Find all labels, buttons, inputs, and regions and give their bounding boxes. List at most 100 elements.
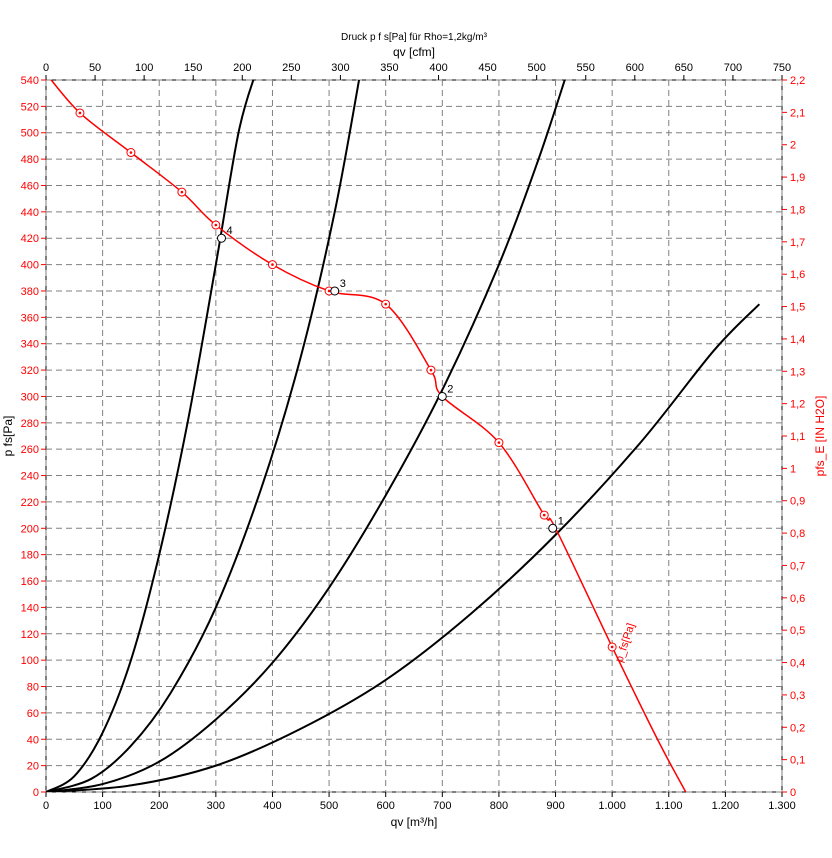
xaxis-tick-label: 1.300 [768, 800, 796, 812]
yaxis-right-tick-label: 0,2 [790, 722, 805, 734]
xaxis-top-tick-label: 0 [43, 62, 49, 74]
yaxis-left-tick-label: 480 [21, 154, 39, 166]
operating-point-label: 2 [447, 383, 453, 395]
fan-curve-inline-label: p_fs[Pa] [614, 622, 638, 664]
curve-marker-dot [328, 290, 331, 293]
yaxis-right-tick-label: 1,1 [790, 431, 805, 443]
yaxis-left-tick-label: 360 [21, 312, 39, 324]
yaxis-left-tick-label: 180 [21, 550, 39, 562]
yaxis-right-tick-label: 2 [790, 140, 796, 152]
xaxis-top-tick-label: 650 [675, 62, 693, 74]
yaxis-right-tick-label: 2,1 [790, 107, 805, 119]
yaxis-right-tick-label: 1,3 [790, 366, 805, 378]
xaxis-tick-label: 1.200 [712, 800, 740, 812]
xaxis-tick-label: 700 [433, 800, 451, 812]
yaxis-left-tick-label: 240 [21, 471, 39, 483]
yaxis-right-tick-label: 0,6 [790, 593, 805, 605]
yaxis-left-tick-label: 300 [21, 391, 39, 403]
curve-marker-dot [611, 646, 614, 649]
yaxis-left-tick-label: 80 [27, 682, 39, 694]
yaxis-left-tick-label: 440 [21, 207, 39, 219]
xaxis-tick-label: 100 [93, 800, 111, 812]
curve-marker-dot [543, 514, 546, 517]
yaxis-left-tick-label: 520 [21, 101, 39, 113]
xaxis-tick-label: 600 [377, 800, 395, 812]
xaxis-bottom-label: qv [m³/h] [391, 815, 438, 829]
operating-point-label: 3 [340, 278, 346, 290]
curve-marker-dot [271, 263, 274, 266]
xaxis-top-tick-label: 200 [233, 62, 251, 74]
xaxis-top-tick-label: 700 [724, 62, 742, 74]
operating-point-label: 1 [558, 515, 564, 527]
xaxis-tick-label: 300 [207, 800, 225, 812]
xaxis-tick-label: 0 [43, 800, 49, 812]
xaxis-tick-label: 800 [490, 800, 508, 812]
yaxis-left-tick-label: 60 [27, 708, 39, 720]
yaxis-left-tick-label: 420 [21, 233, 39, 245]
operating-point-marker [331, 287, 339, 295]
chart-title: Druck p f s[Pa] für Rho=1,2kg/m³ [341, 32, 488, 43]
xaxis-tick-label: 400 [263, 800, 281, 812]
operating-point-marker [549, 524, 557, 532]
xaxis-top-tick-label: 450 [478, 62, 496, 74]
xaxis-top-tick-label: 500 [527, 62, 545, 74]
yaxis-left-tick-label: 0 [33, 787, 39, 799]
fan-pressure-chart: 01002003004005006007008009001.0001.1001.… [0, 0, 832, 858]
yaxis-right-tick-label: 1,9 [790, 172, 805, 184]
xaxis-tick-label: 900 [546, 800, 564, 812]
xaxis-tick-label: 1.000 [598, 800, 626, 812]
yaxis-right-tick-label: 2,2 [790, 75, 805, 87]
yaxis-right-tick-label: 1,7 [790, 237, 805, 249]
yaxis-right-tick-label: 1,5 [790, 302, 805, 314]
xaxis-tick-label: 1.100 [655, 800, 683, 812]
yaxis-right-tick-label: 1,6 [790, 269, 805, 281]
yaxis-left-tick-label: 260 [21, 444, 39, 456]
yaxis-left-tick-label: 100 [21, 655, 39, 667]
xaxis-top-tick-label: 600 [626, 62, 644, 74]
yaxis-right-tick-label: 0,7 [790, 560, 805, 572]
yaxis-right-tick-label: 0,1 [790, 755, 805, 767]
resistance-curve [46, 73, 255, 792]
xaxis-top-tick-label: 100 [135, 62, 153, 74]
yaxis-right-tick-label: 1,2 [790, 399, 805, 411]
yaxis-right-tick-label: 0,5 [790, 625, 805, 637]
xaxis-top-tick-label: 750 [773, 62, 791, 74]
yaxis-left-tick-label: 400 [21, 260, 39, 272]
yaxis-right-tick-label: 1,8 [790, 204, 805, 216]
yaxis-left-tick-label: 500 [21, 128, 39, 140]
yaxis-left-tick-label: 160 [21, 576, 39, 588]
curve-marker-dot [430, 369, 433, 372]
yaxis-right-tick-label: 0 [790, 787, 796, 799]
yaxis-right-tick-label: 1 [790, 463, 796, 475]
curve-marker-dot [181, 191, 184, 194]
yaxis-right-tick-label: 1,4 [790, 334, 805, 346]
curve-marker-dot [215, 224, 218, 227]
yaxis-left-tick-label: 20 [27, 761, 39, 773]
yaxis-right-tick-label: 0,4 [790, 658, 805, 670]
chart-container: 01002003004005006007008009001.0001.1001.… [0, 0, 832, 858]
yaxis-left-tick-label: 280 [21, 418, 39, 430]
yaxis-left-tick-label: 320 [21, 365, 39, 377]
yaxis-left-tick-label: 380 [21, 286, 39, 298]
yaxis-left-tick-label: 460 [21, 180, 39, 192]
xaxis-top-tick-label: 550 [577, 62, 595, 74]
xaxis-top-tick-label: 350 [380, 62, 398, 74]
yaxis-left-tick-label: 340 [21, 339, 39, 351]
yaxis-right-tick-label: 0,8 [790, 528, 805, 540]
xaxis-top-tick-label: 150 [184, 62, 202, 74]
xaxis-top-label: qv [cfm] [393, 45, 435, 59]
curve-marker-dot [498, 441, 501, 444]
curve-marker-dot [384, 303, 387, 306]
yaxis-left-tick-label: 220 [21, 497, 39, 509]
xaxis-tick-label: 500 [320, 800, 338, 812]
yaxis-left-tick-label: 140 [21, 602, 39, 614]
operating-point-marker [218, 234, 226, 242]
yaxis-left-tick-label: 40 [27, 734, 39, 746]
xaxis-tick-label: 200 [150, 800, 168, 812]
yaxis-right-label: pfs_E [IN H2O] [813, 396, 827, 477]
operating-point-marker [438, 392, 446, 400]
xaxis-top-tick-label: 50 [89, 62, 101, 74]
fan-pressure-curve [46, 73, 686, 792]
yaxis-right-tick-label: 0,3 [790, 690, 805, 702]
operating-point-label: 4 [227, 225, 233, 237]
